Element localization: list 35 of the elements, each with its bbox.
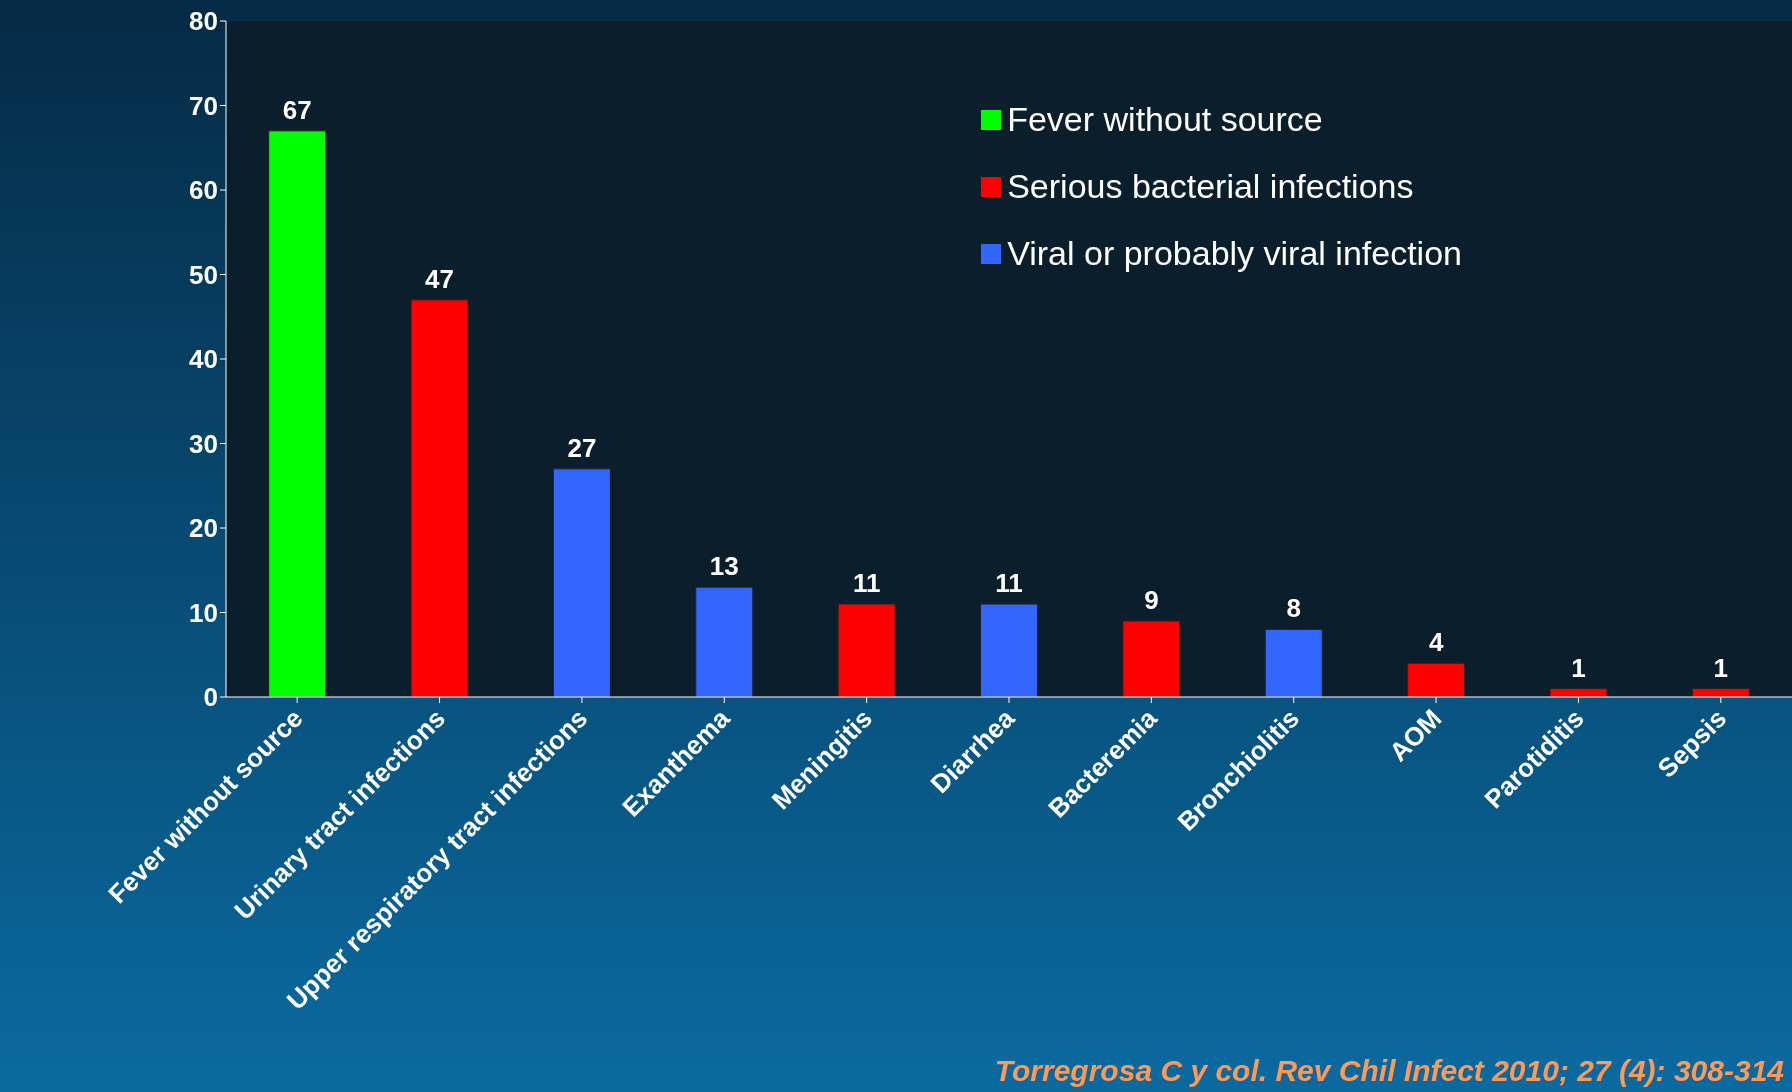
bar: [1264, 628, 1323, 697]
data-label: 9: [1144, 584, 1159, 615]
y-tick-label: 20: [189, 513, 218, 544]
data-label: 1: [1571, 652, 1586, 683]
bar: [980, 603, 1039, 697]
data-label: 13: [709, 551, 739, 582]
bar: [410, 299, 469, 697]
legend-label: Serious bacterial infections: [1007, 167, 1414, 206]
legend-label: Fever without source: [1007, 100, 1323, 139]
data-label: 11: [852, 568, 881, 599]
bar: [837, 603, 896, 697]
bar: [1407, 662, 1466, 697]
y-tick-label: 50: [189, 259, 218, 290]
data-label: 8: [1286, 593, 1301, 624]
data-label: 47: [425, 263, 455, 294]
data-label: 27: [567, 432, 597, 463]
bar: [1549, 688, 1608, 697]
y-tick-label: 40: [189, 344, 218, 375]
y-tick-label: 60: [189, 175, 218, 206]
data-label: 1: [1713, 652, 1729, 683]
y-tick-label: 80: [189, 6, 218, 37]
data-label: 11: [995, 568, 1023, 599]
y-tick-label: 10: [189, 597, 218, 628]
text: Torregrosa C y col. Rev Chil Infect 2010; 27 (4): 308-314: [994, 1054, 1784, 1088]
y-tick-label: 70: [189, 90, 218, 121]
bar: [268, 130, 327, 697]
data-label: 67: [282, 94, 312, 125]
y-tick-label: 0: [203, 682, 218, 713]
bar: [552, 468, 611, 697]
y-tick-label: 30: [189, 428, 218, 459]
bar: [1691, 688, 1750, 697]
data-label: 4: [1428, 627, 1444, 658]
bar: [1122, 620, 1181, 697]
legend-label: Viral or probably viral infection: [1007, 234, 1462, 273]
bar: [695, 586, 754, 697]
